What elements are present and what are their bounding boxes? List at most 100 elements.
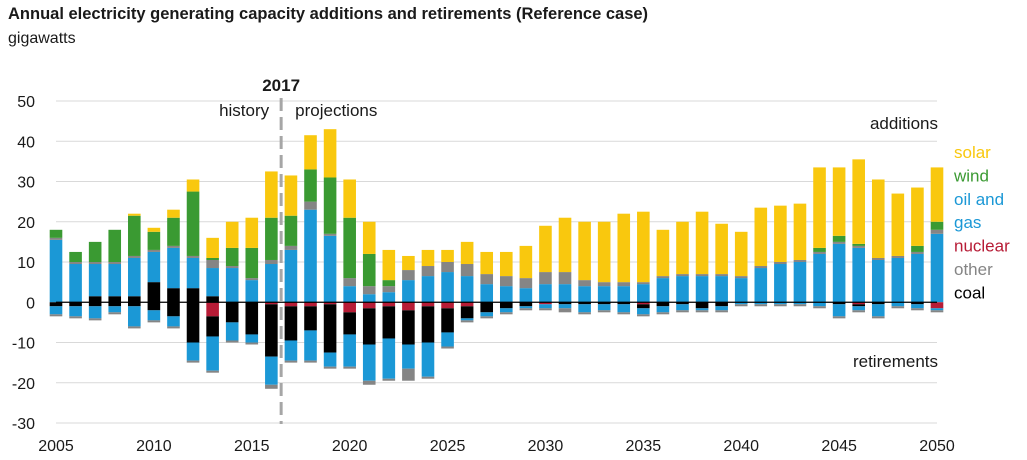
bar-addition-solar-2010 [147, 227, 161, 232]
bar-addition-coal-2008 [108, 296, 122, 303]
bar-retirement-coal-2029 [519, 302, 533, 307]
retirements-label: retirements [853, 352, 938, 371]
bar-stacks [49, 129, 944, 389]
bar-retirement-other-2012 [186, 360, 200, 363]
x-tick-label: 2030 [528, 438, 564, 455]
bar-retirement-other-2031 [558, 308, 572, 313]
bar-addition-oilgas-2031 [558, 284, 572, 303]
bar-retirement-oilgas-2008 [108, 306, 122, 313]
bar-addition-oilgas-2005 [49, 239, 63, 303]
bar-retirement-nuclear-2020 [343, 302, 356, 313]
bar-addition-solar-2012 [186, 179, 200, 192]
bar-retirement-oilgas-2023 [402, 344, 415, 369]
bar-retirement-coal-2007 [88, 302, 102, 307]
unit-label: gigawatts [8, 30, 76, 47]
bar-addition-solar-2009 [128, 213, 141, 216]
chart-title: Annual electricity generating capacity a… [8, 5, 649, 23]
bar-retirement-other-2024 [421, 376, 435, 379]
bar-retirement-coal-2019 [323, 304, 337, 353]
bar-addition-oilgas-2039 [715, 276, 728, 303]
bar-addition-oilgas-2011 [167, 247, 180, 289]
bar-addition-wind-2050 [930, 221, 944, 230]
bar-retirement-nuclear-2022 [382, 302, 396, 307]
bar-retirement-other-2014 [225, 340, 239, 343]
bar-retirement-nuclear-2013 [206, 302, 219, 317]
bar-addition-other-2008 [108, 262, 122, 265]
bar-retirement-other-2038 [695, 310, 709, 313]
bar-retirement-oilgas-2019 [323, 352, 337, 367]
bar-retirement-other-2011 [167, 326, 180, 329]
bar-addition-solar-2041 [754, 207, 768, 267]
bar-addition-other-2040 [734, 276, 748, 279]
bar-retirement-coal-2015 [245, 302, 259, 335]
bar-addition-other-2026 [460, 264, 474, 277]
bar-addition-other-2030 [539, 272, 552, 285]
bar-retirement-coal-2017 [284, 306, 298, 341]
bar-retirement-other-2032 [578, 312, 591, 315]
bar-addition-oilgas-2026 [460, 276, 474, 303]
bar-addition-oilgas-2029 [519, 288, 533, 303]
bar-retirement-oilgas-2015 [245, 334, 259, 343]
bar-retirement-nuclear-2019 [323, 302, 337, 305]
bar-addition-solar-2044 [813, 167, 826, 248]
bar-retirement-nuclear-2046 [852, 302, 865, 305]
bar-addition-solar-2029 [519, 245, 533, 279]
bar-addition-other-2022 [382, 286, 396, 293]
bar-retirement-oilgas-2029 [519, 306, 533, 309]
bar-addition-wind-2020 [343, 217, 356, 279]
bar-addition-oilgas-2014 [225, 268, 239, 303]
bar-retirement-coal-2038 [695, 302, 709, 309]
bar-addition-wind-2045 [832, 235, 846, 242]
additions-label: additions [870, 114, 938, 133]
legend-oilgas: oil and [954, 190, 1004, 209]
bar-retirement-other-2008 [108, 312, 122, 315]
bar-addition-oilgas-2006 [69, 264, 82, 303]
bar-addition-oilgas-2035 [637, 284, 650, 303]
bar-addition-solar-2033 [597, 221, 611, 283]
bar-addition-other-2034 [617, 282, 631, 287]
bar-addition-other-2019 [323, 233, 337, 236]
bar-retirement-coal-2034 [617, 302, 631, 305]
bar-addition-wind-2044 [813, 247, 826, 252]
bar-retirement-oilgas-2018 [304, 330, 317, 361]
bar-retirement-oilgas-2039 [715, 306, 728, 311]
bar-addition-other-2013 [206, 259, 219, 269]
x-axis-ticks: 2005 2010 2015 2020 2025 2030 2035 2040 2045 2050 [38, 438, 955, 455]
y-tick-label: -20 [12, 376, 35, 393]
y-tick-label: 30 [17, 175, 35, 192]
bar-retirement-coal-2025 [441, 308, 454, 333]
bar-addition-oilgas-2042 [774, 264, 787, 303]
bar-addition-oilgas-2009 [128, 257, 141, 297]
bar-retirement-other-2048 [891, 306, 905, 309]
bar-retirement-coal-2016 [265, 304, 278, 357]
bar-retirement-other-2017 [284, 360, 298, 363]
bar-retirement-other-2033 [597, 310, 611, 313]
bar-addition-oilgas-2022 [382, 292, 396, 303]
bar-retirement-coal-2010 [147, 302, 161, 311]
bar-retirement-oilgas-2041 [754, 302, 768, 305]
bar-addition-wind-2014 [225, 247, 239, 267]
bar-retirement-nuclear-2023 [402, 302, 415, 311]
bar-retirement-other-2036 [656, 312, 670, 315]
bar-retirement-oilgas-2007 [88, 306, 102, 319]
bar-retirement-nuclear-2025 [441, 302, 454, 309]
y-axis-ticks: 50 40 30 20 10 0 -10 -20 -30 [12, 94, 35, 433]
bar-addition-solar-2017 [284, 175, 298, 216]
bar-addition-oilgas-2046 [852, 247, 865, 303]
bar-retirement-coal-2026 [460, 306, 474, 319]
legend-nuclear: nuclear [954, 237, 1010, 256]
y-tick-label: 20 [17, 215, 35, 232]
bar-retirement-oilgas-2009 [128, 306, 141, 327]
bar-retirement-other-2030 [539, 308, 552, 311]
bar-retirement-other-2013 [206, 370, 219, 373]
bar-addition-coal-2009 [128, 296, 141, 303]
bar-retirement-other-2028 [499, 312, 513, 315]
bar-retirement-oilgas-2050 [930, 308, 944, 311]
bar-addition-solar-2030 [539, 225, 552, 273]
bar-retirement-other-2039 [715, 310, 728, 313]
bar-addition-oilgas-2048 [891, 257, 905, 303]
bar-addition-other-2050 [930, 229, 944, 234]
bar-retirement-oilgas-2017 [284, 340, 298, 361]
bar-retirement-nuclear-2024 [421, 302, 435, 307]
